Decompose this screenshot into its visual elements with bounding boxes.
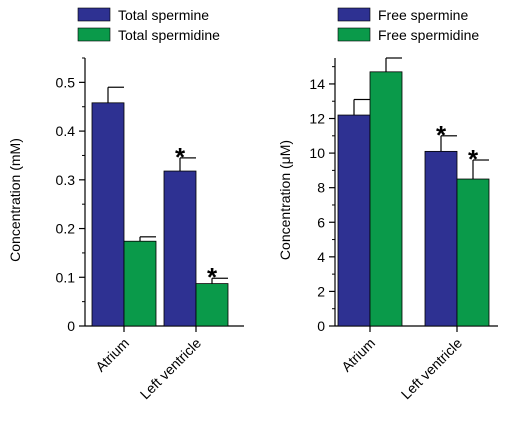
chart2-bar-1-1 <box>337 114 371 327</box>
chart2-y-tick-label-0: 0 <box>317 318 325 334</box>
chart1-y-tick-label-4: 0.4 <box>56 123 76 139</box>
chart2-bar-1-2 <box>424 150 458 327</box>
chart1: Total spermine Total spermidine 0 0.1 0.2 0.3… <box>7 7 244 402</box>
chart1-category-label-2: Left ventricle <box>137 335 205 403</box>
chart2-y-tick-label-6: 12 <box>309 111 325 127</box>
chart2-bar-2-1 <box>369 71 403 327</box>
chart1-y-tick-label-0: 0 <box>67 318 75 334</box>
chart1-y-tick-label-3: 0.3 <box>56 172 76 188</box>
chart1-bar-1-2 <box>163 170 197 327</box>
chart2-y-tick-label-5: 10 <box>309 145 325 161</box>
chart2-significance-star-2: * <box>468 144 479 174</box>
chart1-y-tick-label-2: 0.2 <box>56 221 76 237</box>
chart2: Free spermine Free spermidine 0 2 4 6 8 10 12 14 C… <box>277 7 498 402</box>
chart1-y-tick-label-5: 0.5 <box>56 74 76 90</box>
chart1-legend-label-1: Total spermine <box>118 7 209 23</box>
chart1-legend-swatch-1 <box>77 7 111 22</box>
chart1-bar-2-1 <box>123 240 157 327</box>
chart1-y-tick-label-1: 0.1 <box>56 269 76 285</box>
chart1-significance-star-1: * <box>175 142 186 172</box>
chart1-y-axis-title: Concentration (mM) <box>7 138 23 262</box>
chart2-legend-label-2: Free spermidine <box>378 27 479 43</box>
chart1-significance-star-2: * <box>207 262 218 292</box>
chart1-legend-swatch-2 <box>77 27 111 42</box>
chart2-y-tick-label-1: 2 <box>317 283 325 299</box>
chart2-legend-swatch-1 <box>337 7 371 22</box>
chart2-y-axis-title: Concentration (μM) <box>277 140 293 260</box>
chart2-bar-2-2 <box>456 178 490 327</box>
chart1-bar-1-1 <box>91 102 125 327</box>
chart1-legend-label-2: Total spermidine <box>118 27 220 43</box>
chart2-legend-label-1: Free spermine <box>378 7 468 23</box>
chart2-significance-star-1: * <box>436 120 447 150</box>
chart2-y-tick-label-4: 8 <box>317 180 325 196</box>
chart2-category-label-1: Atrium <box>338 335 378 375</box>
chart2-category-label-2: Left ventricle <box>398 335 466 403</box>
chart2-legend-swatch-2 <box>337 27 371 42</box>
chart2-y-tick-label-7: 14 <box>309 76 325 92</box>
chart1-category-label-1: Atrium <box>92 335 132 375</box>
chart2-y-tick-label-2: 4 <box>317 249 325 265</box>
chart2-y-tick-label-3: 6 <box>317 214 325 230</box>
